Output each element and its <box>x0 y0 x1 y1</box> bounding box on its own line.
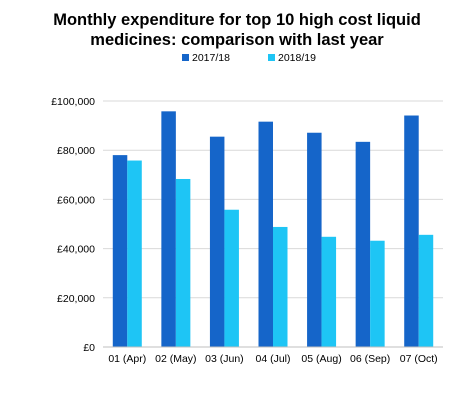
bar-2018/19-05 (Aug) <box>321 236 337 347</box>
x-tick-label: 01 (Apr) <box>108 353 146 365</box>
y-tick-label: £60,000 <box>57 194 95 206</box>
x-tick-label: 05 (Aug) <box>301 353 341 365</box>
legend-swatch-2018/19 <box>268 54 275 61</box>
y-tick-label: £0 <box>83 342 95 354</box>
chart-title-line-2: medicines: comparison with last year <box>90 31 384 49</box>
bar-2017/18-07 (Oct) <box>404 115 419 347</box>
y-tick-label: £100,000 <box>51 96 95 108</box>
y-tick-label: £20,000 <box>57 293 95 305</box>
bar-2017/18-05 (Aug) <box>307 132 322 347</box>
chart-title-line-1: Monthly expenditure for top 10 high cost… <box>53 11 421 29</box>
bar-2018/19-07 (Oct) <box>418 234 434 347</box>
legend-swatch-2017/18 <box>182 54 189 61</box>
x-tick-label: 07 (Oct) <box>400 353 438 365</box>
x-tick-label: 04 (Jul) <box>255 353 290 365</box>
bar-2017/18-03 (Jun) <box>209 136 225 347</box>
bar-2018/19-02 (May) <box>175 178 191 347</box>
legend-label-2017/18: 2017/18 <box>192 52 230 64</box>
y-tick-label: £80,000 <box>57 145 95 157</box>
bar-2017/18-04 (Jul) <box>258 121 273 347</box>
y-tick-label: £40,000 <box>57 244 95 256</box>
bar-2017/18-02 (May) <box>161 111 176 347</box>
bar-2018/19-04 (Jul) <box>273 226 288 347</box>
x-tick-label: 03 (Jun) <box>205 353 244 365</box>
x-tick-label: 02 (May) <box>155 353 196 365</box>
legend-label-2018/19: 2018/19 <box>278 52 316 64</box>
bar-2018/19-01 (Apr) <box>127 160 142 347</box>
bar-2018/19-03 (Jun) <box>224 209 239 347</box>
chart-title: Monthly expenditure for top 10 high cost… <box>0 10 474 50</box>
bar-2017/18-01 (Apr) <box>112 155 128 347</box>
bar-2017/18-06 (Sep) <box>355 141 371 347</box>
bar-2018/19-06 (Sep) <box>370 240 385 347</box>
x-tick-label: 06 (Sep) <box>350 353 390 365</box>
